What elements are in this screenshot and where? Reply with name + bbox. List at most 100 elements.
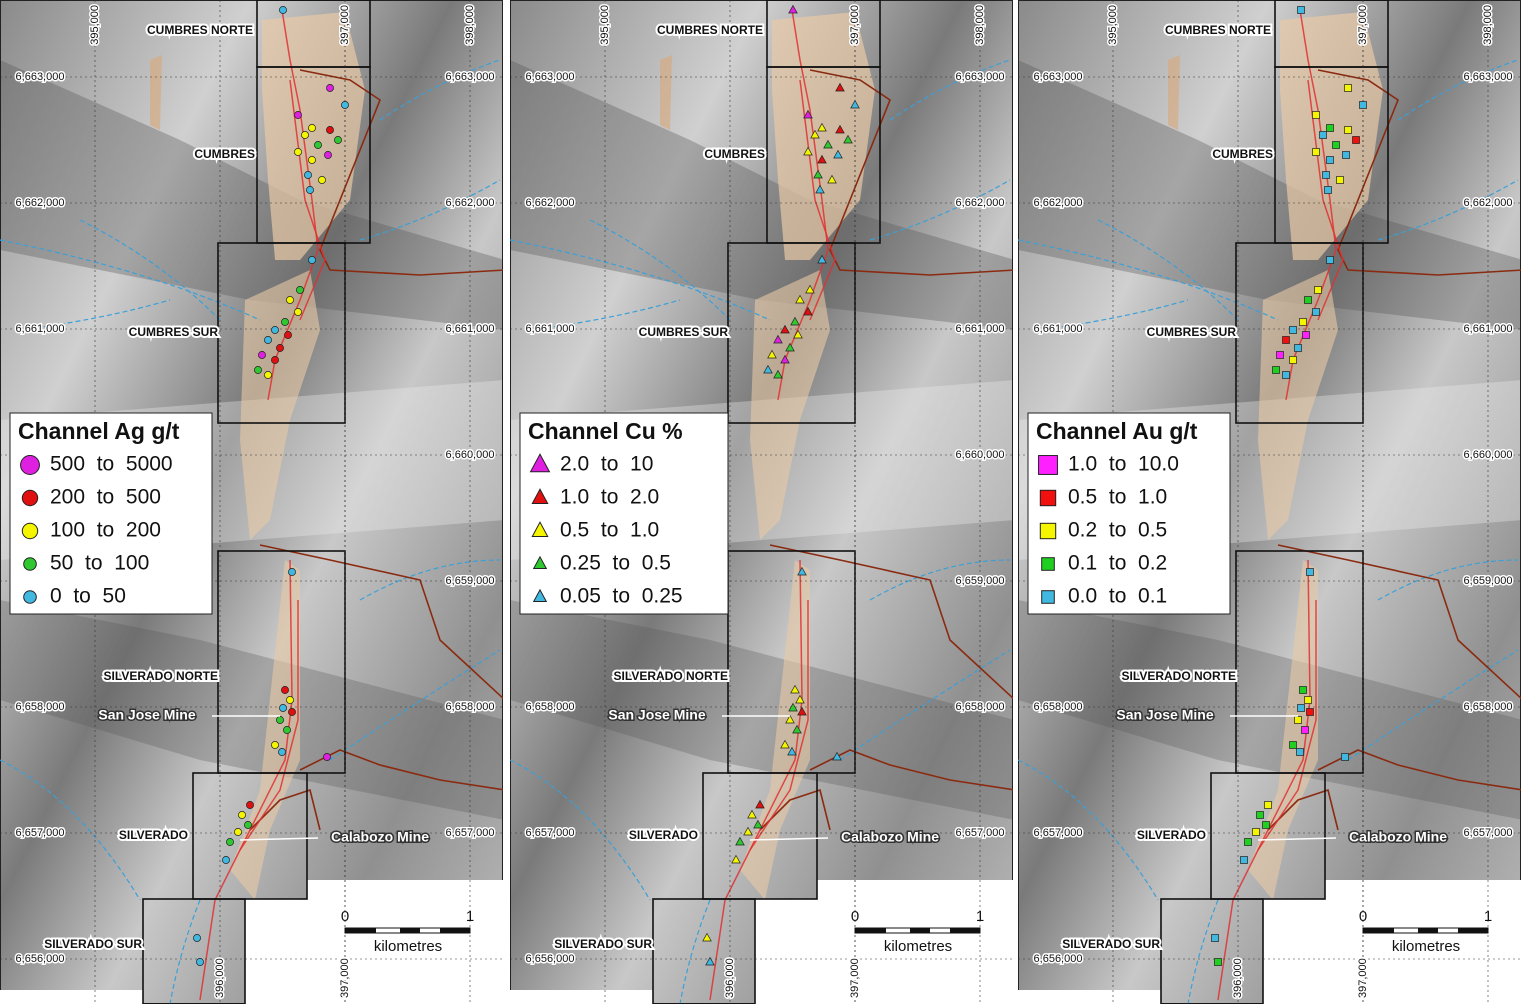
sample-point xyxy=(850,99,860,109)
sample-point xyxy=(1211,934,1219,942)
sample-point xyxy=(763,364,773,374)
stream xyxy=(169,899,201,1004)
sample-point xyxy=(279,704,287,712)
stream xyxy=(1018,239,1279,321)
sample-point xyxy=(244,821,252,829)
mine-leader xyxy=(239,837,319,841)
sample-point xyxy=(246,801,254,809)
road xyxy=(759,788,831,831)
northing-label: 6,659,000 xyxy=(956,575,1005,587)
sample-point xyxy=(1314,286,1322,294)
easting-label: 397,000 xyxy=(1357,5,1369,45)
sample-point xyxy=(308,256,316,264)
northing-label: 6,660,000 xyxy=(1464,449,1513,461)
alteration-zone xyxy=(230,560,300,900)
scale-bar-segment xyxy=(1458,928,1488,933)
sample-point xyxy=(1289,326,1297,334)
sample-point xyxy=(1332,141,1340,149)
sample-point xyxy=(805,284,815,294)
claim-outline xyxy=(702,772,818,900)
sample-point xyxy=(735,836,745,846)
legend-swatch xyxy=(532,555,548,569)
stream xyxy=(1377,559,1519,601)
sample-point xyxy=(308,156,316,164)
sample-point xyxy=(795,694,805,704)
sample-point xyxy=(753,819,763,829)
stream xyxy=(379,59,501,121)
easting-label: 396,000 xyxy=(1232,958,1244,998)
zone-label: SILVERADO SUR xyxy=(44,937,142,951)
northing-label: 6,660,000 xyxy=(446,449,495,461)
stream xyxy=(510,239,771,321)
easting-label: 396,000 xyxy=(214,958,226,998)
sample-point xyxy=(1304,696,1312,704)
alteration-zone xyxy=(150,55,162,130)
legend-box xyxy=(9,412,213,615)
sample-point xyxy=(1214,958,1222,966)
sample-point xyxy=(254,366,262,374)
alteration-zone xyxy=(750,270,830,540)
sample-point xyxy=(835,124,845,134)
northing-label: 6,656,000 xyxy=(16,953,65,965)
road xyxy=(1277,544,1521,700)
sample-point xyxy=(780,324,790,334)
northing-label: 6,658,000 xyxy=(1464,701,1513,713)
sample-point xyxy=(1352,136,1360,144)
northing-label: 6,662,000 xyxy=(16,197,65,209)
sample-point xyxy=(832,751,842,761)
easting-label: 397,000 xyxy=(1357,958,1369,998)
sample-point xyxy=(810,129,820,139)
sample-point xyxy=(281,318,289,326)
vein xyxy=(289,79,326,321)
northing-label: 6,662,000 xyxy=(526,197,575,209)
northing-label: 6,656,000 xyxy=(1034,953,1083,965)
alteration-zone xyxy=(772,12,875,260)
sample-point xyxy=(827,174,837,184)
northing-label: 6,658,000 xyxy=(956,701,1005,713)
sample-point xyxy=(817,122,827,132)
northing-label: 6,656,000 xyxy=(526,953,575,965)
sample-point xyxy=(264,336,272,344)
road xyxy=(1317,69,1521,276)
sample-point xyxy=(747,809,757,819)
stream xyxy=(679,899,711,1004)
sample-point xyxy=(1324,186,1332,194)
zone-label: SILVERADO NORTE xyxy=(1122,669,1236,683)
sample-point xyxy=(780,354,790,364)
legend-swatch xyxy=(531,488,549,504)
northing-label: 6,663,000 xyxy=(956,71,1005,83)
sample-point xyxy=(1304,296,1312,304)
stream xyxy=(0,239,261,321)
zone-label: SILVERADO xyxy=(119,828,188,842)
zone-label: SILVERADO NORTE xyxy=(104,669,218,683)
sample-point xyxy=(1326,156,1334,164)
northing-label: 6,657,000 xyxy=(1464,827,1513,839)
stream xyxy=(1187,899,1219,1004)
legend-entry: 100 to 200 xyxy=(50,519,161,542)
scale-bar-segment xyxy=(400,928,420,933)
sample-point xyxy=(1276,351,1284,359)
scale-bar-segment xyxy=(855,928,886,933)
claim-outline xyxy=(1235,242,1364,424)
legend-entry: 2.0 to 10 xyxy=(560,453,653,476)
scale-bar-segment xyxy=(1363,928,1394,933)
sample-point xyxy=(1342,151,1350,159)
vein xyxy=(799,79,836,321)
sample-point xyxy=(773,334,783,344)
stream xyxy=(839,649,1011,761)
road xyxy=(1267,788,1339,831)
scale-label: 1 xyxy=(976,908,984,925)
sample-point xyxy=(271,356,279,364)
northing-label: 6,663,000 xyxy=(446,71,495,83)
sample-point xyxy=(264,371,272,379)
sample-point xyxy=(306,186,314,194)
sample-point xyxy=(797,566,807,576)
sample-point xyxy=(318,176,326,184)
northing-label: 6,658,000 xyxy=(446,701,495,713)
legend-title: Channel Au g/t xyxy=(1036,418,1198,444)
vein xyxy=(1307,79,1344,321)
scale-label: kilometres xyxy=(374,938,442,955)
claim-outline xyxy=(1160,898,1264,1004)
stream xyxy=(869,559,1011,601)
